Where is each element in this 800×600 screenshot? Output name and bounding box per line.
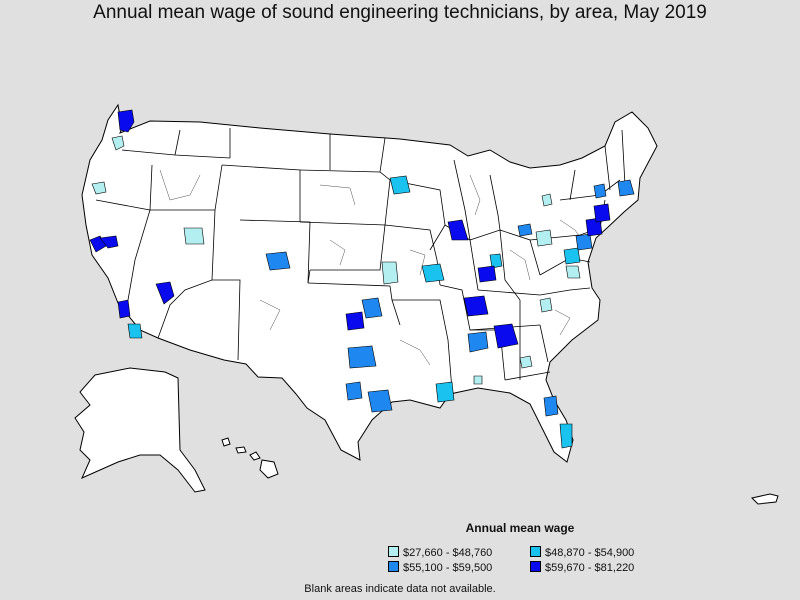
- area-sacramento: [99, 235, 119, 249]
- area-richmond: [565, 265, 581, 279]
- puerto-rico-outline: [751, 493, 779, 505]
- area-austin: [345, 381, 363, 401]
- area-miami: [559, 423, 573, 449]
- area-la: [117, 299, 131, 319]
- area-tampa: [543, 395, 559, 417]
- area-dallas: [347, 345, 377, 369]
- legend-swatch-1: [388, 546, 399, 557]
- footnote: Blank areas indicate data not available.: [304, 583, 496, 595]
- area-wa-2: [111, 135, 125, 151]
- hawaii-outline: [221, 437, 279, 479]
- area-dc: [563, 247, 581, 265]
- legend-item-4: $59,670 - $81,220: [530, 561, 634, 574]
- area-oregon: [91, 181, 107, 195]
- area-charlotte: [539, 297, 553, 313]
- area-lasvegas: [155, 281, 175, 305]
- map-title: Annual mean wage of sound engineering te…: [93, 2, 707, 23]
- legend-item-2: $48,870 - $54,900: [530, 546, 634, 559]
- area-louisville: [477, 265, 497, 283]
- legend-item-1: $27,660 - $48,760: [388, 546, 492, 559]
- area-boston: [617, 179, 635, 197]
- area-boise: [183, 227, 205, 245]
- area-kc: [421, 263, 445, 283]
- area-albany: [593, 183, 607, 199]
- area-nashville: [493, 323, 519, 349]
- legend-swatch-2: [530, 546, 541, 557]
- legend-item-3: $55,100 - $59,500: [388, 561, 492, 574]
- area-borders: [159, 169, 586, 366]
- area-indy: [489, 253, 503, 269]
- legend-label-4: $59,670 - $81,220: [545, 562, 635, 574]
- area-okc: [361, 297, 383, 319]
- legend-label-3: $55,100 - $59,500: [403, 562, 493, 574]
- area-memphis: [463, 295, 489, 317]
- legend-label-1: $27,660 - $48,760: [403, 547, 493, 559]
- area-wv: [535, 229, 553, 247]
- legend-label-2: $48,870 - $54,900: [545, 547, 635, 559]
- area-nyc: [593, 203, 611, 223]
- legend-title: Annual mean wage: [465, 521, 575, 535]
- area-okc2: [345, 311, 365, 331]
- area-sd: [127, 323, 143, 339]
- area-atl: [519, 355, 533, 369]
- area-seattle: [117, 109, 135, 133]
- area-pitt: [541, 193, 553, 207]
- area-ohio: [517, 223, 533, 237]
- area-mobile: [473, 375, 483, 385]
- area-nola: [435, 381, 455, 403]
- alaska-outline: [74, 367, 206, 493]
- legend-swatch-3: [388, 561, 399, 572]
- area-chicago: [447, 219, 469, 241]
- area-minneapolis: [389, 175, 411, 195]
- area-denver: [265, 251, 291, 271]
- area-houston: [367, 389, 393, 413]
- area-kansas: [381, 261, 399, 285]
- wage-areas: [89, 109, 635, 449]
- area-balt: [575, 233, 593, 251]
- legend-swatch-4: [530, 561, 541, 572]
- area-bham: [467, 331, 489, 353]
